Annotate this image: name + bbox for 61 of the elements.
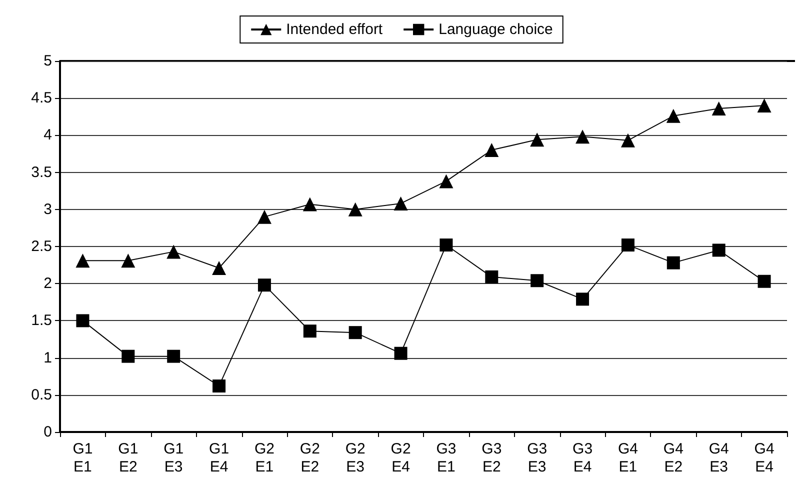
point xyxy=(666,108,680,123)
x-tick-label: G3 E2 xyxy=(482,440,502,476)
legend-label: Language choice xyxy=(438,21,553,38)
point xyxy=(712,101,726,116)
x-tick-label: G4 E1 xyxy=(618,440,638,476)
point xyxy=(666,256,680,270)
point xyxy=(394,196,408,210)
point xyxy=(485,270,498,284)
y-tick-label: 3 xyxy=(44,200,52,218)
y-tick-label: 1 xyxy=(44,349,52,366)
legend-label: Intended effort xyxy=(286,21,384,38)
x-tick-label: G4 E4 xyxy=(754,440,774,476)
y-tick-label: 3.5 xyxy=(31,164,52,181)
point xyxy=(530,274,544,288)
point xyxy=(76,254,90,268)
x-tick-label: G1 E2 xyxy=(118,440,138,476)
point xyxy=(757,98,772,113)
point xyxy=(348,326,362,340)
y-tick-label: 2.5 xyxy=(31,238,52,255)
point xyxy=(302,197,317,212)
point xyxy=(576,292,590,306)
y-tick-label: 5 xyxy=(44,52,52,70)
point xyxy=(620,133,635,148)
point xyxy=(303,324,316,338)
y-tick-label: 2 xyxy=(44,275,52,292)
point xyxy=(212,379,226,392)
x-tick-label: G2 E1 xyxy=(254,440,274,476)
point xyxy=(121,254,136,268)
x-tick-label: G3 E3 xyxy=(527,440,548,476)
x-tick-label: G3 E1 xyxy=(436,440,456,476)
point xyxy=(348,202,362,216)
point xyxy=(166,244,181,259)
point xyxy=(712,244,726,257)
point xyxy=(440,238,453,252)
point xyxy=(530,132,544,147)
point xyxy=(576,130,590,144)
x-tick-label: G2 E4 xyxy=(390,440,411,476)
point xyxy=(258,278,271,292)
point xyxy=(212,261,226,276)
point xyxy=(758,274,771,288)
point xyxy=(484,143,499,158)
x-tick-label: G1 E1 xyxy=(72,440,93,476)
y-tick-label: 0.5 xyxy=(31,386,52,404)
point xyxy=(167,350,180,363)
y-tick-label: 1.5 xyxy=(31,312,52,330)
point xyxy=(621,238,634,252)
x-tick-label: G3 E4 xyxy=(572,440,593,476)
point xyxy=(394,346,408,360)
point xyxy=(76,314,90,328)
x-tick-label: G2 E2 xyxy=(300,440,320,476)
x-tick-label: G1 E4 xyxy=(209,440,230,476)
point xyxy=(257,210,272,224)
y-tick-label: 4.5 xyxy=(31,90,52,107)
point xyxy=(439,174,454,188)
x-tick-label: G1 E3 xyxy=(164,440,184,476)
x-tick-label: G4 E2 xyxy=(663,440,684,476)
y-tick-label: 0 xyxy=(44,424,52,440)
x-tick-label: G4 E3 xyxy=(708,440,729,476)
point xyxy=(122,350,135,363)
y-tick-label: 4 xyxy=(44,126,52,144)
x-tick-label: G2 E3 xyxy=(345,440,366,476)
